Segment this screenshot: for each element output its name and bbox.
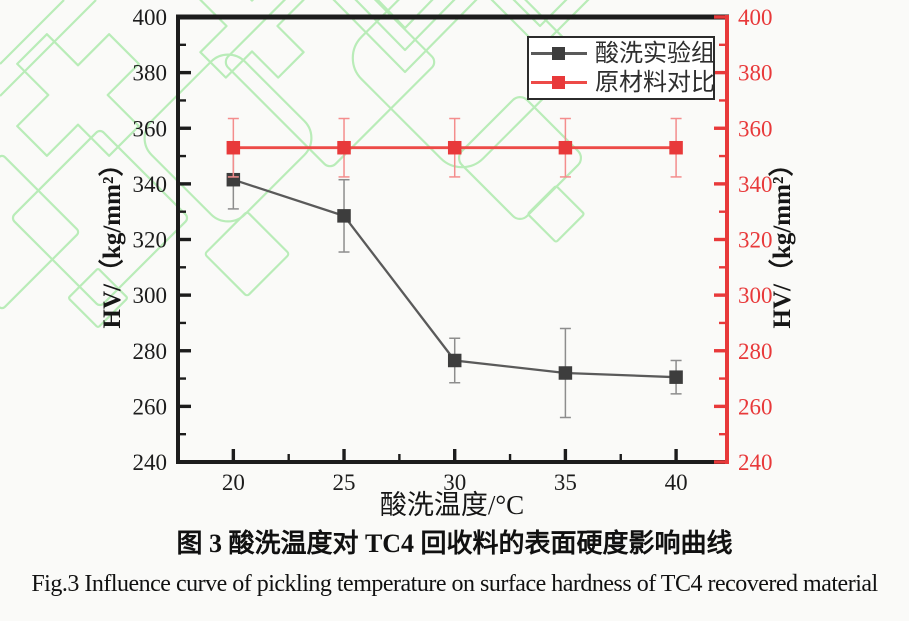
x-tick-label: 40 xyxy=(665,470,688,495)
watermark-chevron-icon xyxy=(376,0,434,30)
axis-tick-labels: 240 240 260 260 280 280 300 300 320 320 340 340 360 3… xyxy=(133,5,773,495)
y-tick-label-left: 380 xyxy=(133,61,168,86)
y-axis-title-left: HV/（kg/mm²） xyxy=(97,152,126,329)
x-tick-label: 20 xyxy=(222,470,245,495)
series-1-markers xyxy=(226,140,683,155)
y-tick-label-right: 280 xyxy=(738,339,773,364)
legend-item-raw-material: 原材料对比 xyxy=(531,68,715,97)
x-tick-label: 25 xyxy=(333,470,356,495)
chart-legend: 酸洗实验组 原材料对比 xyxy=(527,36,715,100)
axis-ticks xyxy=(180,15,725,464)
y-tick-label-left: 400 xyxy=(133,5,168,30)
y-tick-label-left: 240 xyxy=(133,450,168,475)
legend-marker-red-square-icon xyxy=(531,75,587,90)
figure-captions: 图 3 酸洗温度对 TC4 回收料的表面硬度影响曲线 Fig.3 Influen… xyxy=(0,528,909,598)
y-tick-label-right: 360 xyxy=(738,116,773,141)
watermark-diamond-icon xyxy=(204,211,290,297)
watermark-diamond-icon xyxy=(351,0,573,169)
watermark-chevron-icon xyxy=(512,0,568,28)
watermark-line-icon xyxy=(0,0,97,97)
legend-item-experimental: 酸洗实验组 xyxy=(531,39,715,68)
watermark-chevron-icon xyxy=(332,0,478,74)
legend-label: 原材料对比 xyxy=(595,69,715,96)
y-tick-label-right: 380 xyxy=(738,61,773,86)
legend-marker-black-square-icon xyxy=(531,46,587,61)
x-tick-label: 35 xyxy=(554,470,577,495)
figure-caption-english: Fig.3 Influence curve of pickling temper… xyxy=(31,570,878,597)
y-tick-label-left: 340 xyxy=(133,172,168,197)
y-tick-label-right: 320 xyxy=(738,228,773,253)
watermark-line-icon xyxy=(0,0,65,65)
y-tick-label-left: 360 xyxy=(133,116,168,141)
watermark-cross-icon xyxy=(16,33,140,157)
y-axis-title-right: HV/（kg/mm²） xyxy=(767,152,796,329)
y-tick-label-left: 260 xyxy=(133,394,168,419)
watermark-pattern xyxy=(0,0,590,328)
watermark-cross-icon xyxy=(199,0,305,79)
y-tick-label-left: 300 xyxy=(133,283,168,308)
series-0-errorbars xyxy=(227,149,682,419)
y-tick-label-left: 320 xyxy=(133,228,168,253)
watermark-diamond-icon xyxy=(11,129,189,307)
y-tick-label-right: 340 xyxy=(738,172,773,197)
y-tick-label-right: 400 xyxy=(738,5,773,30)
y-tick-label-left: 280 xyxy=(133,339,168,364)
y-tick-label-right: 300 xyxy=(738,283,773,308)
figure-caption-chinese: 图 3 酸洗温度对 TC4 回收料的表面硬度影响曲线 xyxy=(176,529,733,558)
legend-label: 酸洗实验组 xyxy=(595,40,715,67)
x-tick-label: 30 xyxy=(443,470,466,495)
y-tick-label-right: 260 xyxy=(738,394,773,419)
watermark-chevron-icon xyxy=(354,0,456,52)
watermark-diamond-icon xyxy=(224,0,436,168)
series-0-markers xyxy=(226,172,683,384)
x-axis-title: 酸洗温度/°C xyxy=(380,490,524,520)
hardness-chart: 240 240 260 260 280 280 300 300 320 320 340 340 360 3… xyxy=(97,5,796,520)
y-tick-label-right: 240 xyxy=(738,450,773,475)
watermark-diamond-icon xyxy=(68,268,128,328)
watermark-diamond-icon xyxy=(0,154,80,310)
watermark-diamond-icon xyxy=(527,185,585,243)
